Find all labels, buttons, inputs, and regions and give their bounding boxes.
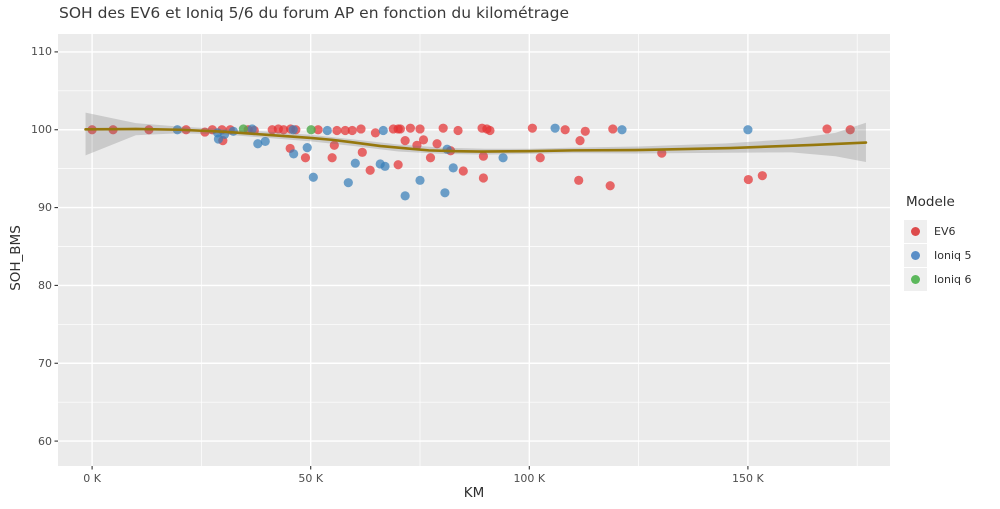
scatter-point-ev6 (329, 140, 339, 150)
scatter-point-ev6 (415, 124, 425, 134)
scatter-point-ev6 (278, 125, 289, 135)
scatter-point-ev6 (425, 153, 436, 163)
scatter-point-ioniq5 (617, 125, 627, 135)
legend-item-label: Ioniq 6 (934, 272, 972, 286)
scatter-point-ev6 (405, 123, 415, 133)
trend-line (84, 127, 868, 153)
scatter-point-ioniq5 (498, 153, 508, 163)
legend: Modele EV6 Ioniq 5 Ioniq 6 (904, 194, 971, 291)
scatter-point-ev6 (605, 181, 615, 191)
scatter-point-ev6 (478, 151, 488, 161)
scatter-point-ev6 (340, 125, 350, 136)
scatter-point-ioniq5 (378, 125, 388, 136)
scatter-point-ev6 (327, 153, 337, 163)
scatter-point-ev6 (560, 125, 570, 135)
y-tick-label: 90 (38, 201, 52, 215)
y-tick-label: 60 (38, 434, 52, 448)
scatter-point-ioniq5 (448, 163, 458, 173)
scatter-point-ev6 (580, 126, 590, 136)
scatter-point-ev6 (845, 125, 855, 135)
scatter-point-ev6 (822, 124, 832, 134)
scatter-point-ev6 (458, 166, 468, 176)
scatter-point-ioniq5 (350, 158, 360, 168)
legend-key (904, 243, 927, 267)
scatter-point-ioniq5 (289, 149, 299, 159)
y-tick-label: 80 (38, 278, 52, 292)
x-axis-title: KM (463, 485, 485, 501)
scatter-point-ioniq6 (238, 124, 248, 134)
legend-key (904, 219, 927, 243)
scatter-point-ev6 (757, 171, 767, 181)
x-tick-label: 100 K (513, 472, 546, 485)
scatter-point-ev6 (365, 165, 375, 175)
scatter-point-ev6 (575, 136, 585, 146)
scatter-point-ev6 (347, 125, 357, 136)
ev6-dot-icon (911, 226, 920, 236)
scatter-point-ioniq5 (302, 143, 312, 153)
x-tick-label: 50 K (298, 472, 324, 485)
scatter-point-ev6 (357, 147, 367, 157)
scatter-point-ev6 (332, 125, 342, 136)
scatter-point-ev6 (412, 140, 422, 150)
chart-title: SOH des EV6 et Ioniq 5/6 du forum AP en … (59, 4, 569, 22)
legend-item-label: EV6 (934, 224, 956, 238)
scatter-point-ioniq5 (322, 125, 332, 136)
scatter-point-ev6 (300, 153, 311, 163)
scatter-point-ev6 (743, 174, 753, 185)
legend-item-label: Ioniq 5 (934, 248, 972, 262)
scatter-point-ev6 (393, 160, 403, 170)
scatter-point-ev6 (574, 175, 584, 185)
scatter-point-ioniq5 (308, 172, 318, 182)
scatter-point-ioniq5 (550, 123, 560, 133)
legend-title: Modele (906, 194, 955, 210)
scatter-point-ev6 (608, 124, 618, 134)
scatter-point-ev6 (478, 173, 488, 183)
scatter-point-ioniq5 (343, 178, 353, 188)
plot-panel (58, 34, 890, 466)
scatter-point-ev6 (438, 123, 448, 133)
legend-item-ioniq6: Ioniq 6 (904, 267, 971, 291)
scatter-point-ev6 (395, 124, 405, 134)
scatter-point-ioniq5 (415, 175, 425, 185)
scatter-point-ioniq5 (743, 125, 753, 135)
legend-item-ioniq5: Ioniq 5 (904, 243, 971, 267)
scatter-point-ev6 (485, 125, 495, 136)
ioniq6-dot-icon (911, 274, 920, 284)
scatter-point-ev6 (527, 123, 537, 133)
y-axis-title: SOH_BMS (8, 225, 24, 291)
x-tick-label: 150 K (732, 472, 764, 485)
scatter-point-ioniq5 (380, 161, 390, 171)
scatter-point-ev6 (370, 128, 381, 138)
scatter-point-ioniq5 (288, 125, 298, 135)
scatter-point-ioniq5 (400, 191, 410, 201)
scatter-point-ev6 (535, 153, 545, 163)
scatter-point-ev6 (356, 124, 366, 134)
scatter-point-ioniq5 (247, 124, 257, 134)
scatter-point-ev6 (453, 125, 463, 136)
scatter-point-ev6 (432, 139, 442, 149)
legend-item-ev6: EV6 (904, 219, 971, 243)
scatter-point-ioniq6 (306, 125, 316, 135)
scatter-point-ev6 (418, 135, 429, 145)
scatter-point-ioniq5 (440, 188, 450, 198)
x-tick-label: 0 K (83, 472, 101, 485)
scatter-point-ioniq5 (260, 136, 270, 147)
y-tick-label: 70 (38, 356, 52, 370)
scatter-point-ev6 (313, 125, 323, 135)
y-tick-label: 110 (31, 45, 52, 59)
scatter-point-ioniq5 (253, 139, 263, 149)
legend-key (904, 267, 927, 291)
scatter-point-ev6 (400, 136, 410, 146)
ioniq5-dot-icon (911, 250, 920, 260)
y-tick-label: 100 (31, 123, 52, 137)
